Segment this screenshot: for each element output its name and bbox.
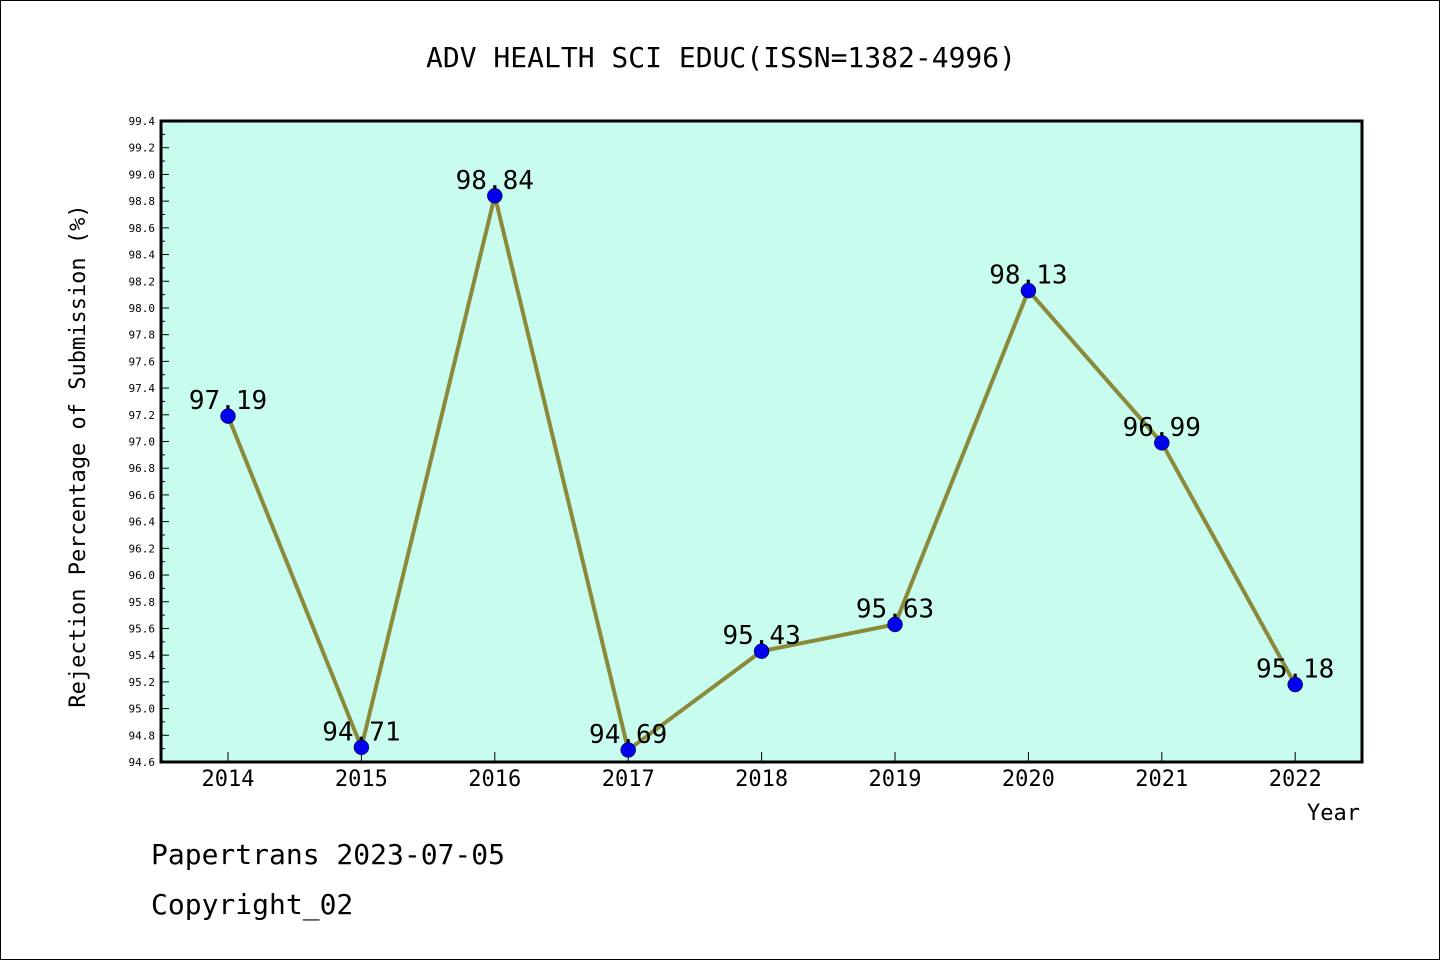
y-tick-label: 95.6 [129, 622, 156, 635]
y-tick-label: 99.2 [129, 142, 156, 155]
y-tick-label: 97.0 [129, 436, 156, 449]
y-axis: 94.6 94.8 95.0 95.2 95.4 95.6 95.8 96.0 96.2 96.4… [129, 115, 169, 769]
x-tick-label: 2022 [1269, 767, 1322, 792]
data-label-2016: 98.84 [456, 166, 534, 196]
data-point-2020 [1020, 282, 1037, 299]
y-tick-label: 99.4 [129, 115, 156, 128]
x-tick-label: 2016 [468, 767, 521, 792]
x-tick-label: 2014 [202, 767, 255, 792]
data-point-2017 [620, 742, 636, 758]
x-axis: 2014 2015 2016 2017 2018 2019 2020 2021 2022 [202, 752, 1322, 792]
y-tick-label: 99.0 [129, 168, 156, 181]
data-label-2018: 95.43 [722, 621, 800, 651]
x-tick-label: 2015 [335, 767, 388, 792]
y-tick-label: 97.4 [129, 382, 156, 395]
data-point-2021 [1154, 435, 1170, 451]
data-point-2016 [487, 188, 503, 204]
y-tick-label: 97.6 [129, 355, 156, 368]
y-tick-label: 96.6 [129, 489, 156, 502]
data-point-2019 [887, 616, 903, 633]
x-tick-label: 2020 [1002, 767, 1055, 792]
y-tick-label: 98.0 [129, 302, 156, 315]
y-tick-label: 96.4 [129, 516, 156, 529]
y-tick-label: 96.8 [129, 462, 156, 475]
y-tick-label: 94.6 [129, 756, 156, 769]
data-point-2015 [353, 739, 370, 756]
data-label-2015: 94.71 [322, 717, 400, 747]
x-tick-label: 2019 [869, 767, 922, 792]
data-point-2022 [1287, 676, 1303, 693]
data-label-2021: 96.99 [1123, 413, 1201, 443]
series-line [220, 188, 1303, 758]
y-tick-label: 95.8 [129, 596, 156, 609]
data-label-2019: 95.63 [856, 594, 934, 624]
x-tick-label: 2017 [602, 767, 655, 792]
data-labels: 97.19 94.71 98.84 94.69 95.43 95.63 98.13 96.99… [189, 166, 1334, 750]
chart-title: ADV HEALTH SCI EDUC(ISSN=1382-4996) [426, 41, 1016, 74]
footer-date: Papertrans 2023-07-05 [151, 838, 505, 871]
y-tick-label: 98.4 [129, 249, 156, 262]
data-label-2022: 95.18 [1256, 655, 1334, 685]
data-label-2020: 98.13 [989, 261, 1067, 291]
y-tick-label: 94.8 [129, 729, 156, 742]
y-tick-label: 97.8 [129, 329, 156, 342]
data-point-2014 [220, 408, 236, 424]
y-tick-label: 95.0 [129, 703, 156, 716]
data-label-2014: 97.19 [189, 386, 267, 416]
y-tick-label: 97.2 [129, 409, 156, 422]
y-tick-label: 95.2 [129, 676, 156, 689]
y-tick-label: 96.2 [129, 542, 156, 555]
y-tick-label: 95.4 [129, 649, 156, 662]
y-axis-label: Rejection Percentage of Submission (%) [66, 204, 91, 707]
x-tick-label: 2021 [1135, 767, 1188, 792]
y-tick-label: 98.2 [129, 275, 156, 288]
data-point-2018 [753, 643, 770, 659]
data-label-2017: 94.69 [589, 720, 667, 750]
y-tick-label: 98.6 [129, 222, 156, 235]
footer-copyright: Copyright_02 [151, 888, 353, 922]
x-tick-label: 2018 [735, 767, 788, 792]
x-axis-label: Year [1307, 801, 1360, 826]
y-tick-label: 96.0 [129, 569, 156, 582]
y-tick-label: 98.8 [129, 195, 156, 208]
